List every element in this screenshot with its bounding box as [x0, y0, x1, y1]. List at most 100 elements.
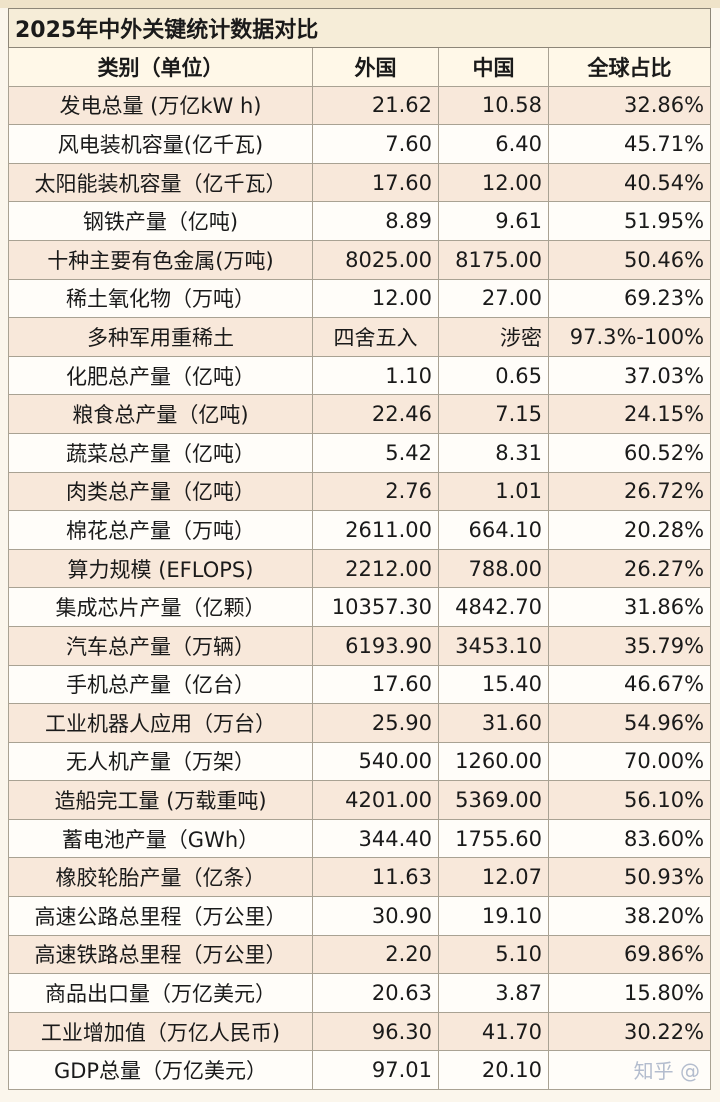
- category-cell: 化肥总产量（亿吨）: [8, 355, 313, 396]
- foreign-value-cell: 17.60: [312, 664, 439, 705]
- china-value-cell: 10.58: [438, 85, 549, 126]
- global-share-cell: 69.86%: [547, 934, 712, 975]
- global-share-cell: 32.86%: [547, 85, 712, 126]
- table-row: 造船完工量 (万载重吨) 4201.00 5369.00 56.10%: [8, 780, 712, 820]
- china-value-cell: 664.10: [438, 510, 549, 550]
- category-cell: 稀土氧化物（万吨）: [8, 278, 313, 319]
- foreign-value-cell: 97.01: [312, 1050, 439, 1091]
- category-cell: 棉花总产量（万吨）: [8, 510, 313, 550]
- header-foreign: 外国: [312, 47, 439, 87]
- global-share-cell: 38.20%: [547, 896, 712, 936]
- china-value-cell: 0.65: [438, 355, 549, 396]
- global-share-cell: 20.28%: [547, 510, 712, 550]
- table-row: 十种主要有色金属(万吨) 8025.00 8175.00 50.46%: [8, 239, 712, 280]
- table-row: 化肥总产量（亿吨） 1.10 0.65 37.03%: [8, 355, 712, 396]
- category-cell: 十种主要有色金属(万吨): [8, 239, 313, 280]
- global-share-cell: 69.23%: [547, 278, 712, 319]
- category-cell: 风电装机容量(亿千瓦): [8, 124, 313, 164]
- category-cell: 无人机产量（万架）: [8, 741, 313, 782]
- foreign-value-cell: 20.63: [312, 973, 439, 1013]
- foreign-value-cell: 540.00: [312, 741, 439, 782]
- table-row: 太阳能装机容量（亿千瓦） 17.60 12.00 40.54%: [8, 162, 712, 203]
- foreign-value-cell: 96.30: [312, 1011, 439, 1052]
- table-row: 集成芯片产量（亿颗） 10357.30 4842.70 31.86%: [8, 587, 712, 627]
- global-share-cell: 97.3%-100%: [547, 317, 712, 357]
- global-share-cell: 54.96%: [547, 703, 712, 743]
- global-share-cell: 24.15%: [547, 394, 712, 434]
- global-share-cell: [547, 1050, 712, 1091]
- category-cell: 汽车总产量（万辆）: [8, 625, 313, 666]
- china-value-cell: 8.31: [438, 432, 549, 473]
- global-share-cell: 50.93%: [547, 857, 712, 898]
- china-value-cell: 12.00: [438, 162, 549, 203]
- china-value-cell: 7.15: [438, 394, 549, 434]
- header-row: 类别（单位） 外国 中国 全球占比: [8, 47, 712, 87]
- category-cell: 发电总量 (万亿kW h): [8, 85, 313, 126]
- global-share-cell: 26.27%: [547, 548, 712, 589]
- category-cell: 手机总产量（亿台）: [8, 664, 313, 705]
- china-value-cell: 5.10: [438, 934, 549, 975]
- table-row: 汽车总产量（万辆） 6193.90 3453.10 35.79%: [8, 625, 712, 666]
- category-cell: 橡胶轮胎产量（亿条）: [8, 857, 313, 898]
- foreign-value-cell: 25.90: [312, 703, 439, 743]
- china-value-cell: 27.00: [438, 278, 549, 319]
- table-title: 2025年中外关键统计数据对比: [7, 8, 712, 48]
- china-value-cell: 15.40: [438, 664, 549, 705]
- category-cell: 多种军用重稀土: [8, 317, 313, 357]
- china-value-cell: 5369.00: [438, 780, 549, 820]
- table-row: 高速公路总里程（万公里） 30.90 19.10 38.20%: [8, 896, 712, 936]
- global-share-cell: 46.67%: [547, 664, 712, 705]
- china-value-cell: 1755.60: [438, 818, 549, 859]
- foreign-value-cell: 344.40: [312, 818, 439, 859]
- category-cell: 蔬菜总产量（亿吨）: [8, 432, 313, 473]
- table-row: 多种军用重稀土 四舍五入 涉密 97.3%-100%: [8, 317, 712, 357]
- table-row: 蔬菜总产量（亿吨） 5.42 8.31 60.52%: [8, 432, 712, 473]
- table-row: 棉花总产量（万吨） 2611.00 664.10 20.28%: [8, 510, 712, 550]
- global-share-cell: 60.52%: [547, 432, 712, 473]
- china-value-cell: 31.60: [438, 703, 549, 743]
- header-category: 类别（单位）: [8, 47, 313, 87]
- foreign-value-cell: 2611.00: [312, 510, 439, 550]
- header-global-share: 全球占比: [547, 47, 712, 87]
- table-row: 工业增加值（万亿人民币) 96.30 41.70 30.22%: [8, 1011, 712, 1052]
- watermark: 知乎 @: [633, 1059, 700, 1083]
- foreign-value-cell: 8.89: [312, 201, 439, 241]
- global-share-cell: 70.00%: [547, 741, 712, 782]
- global-share-cell: 45.71%: [547, 124, 712, 164]
- foreign-value-cell: 6193.90: [312, 625, 439, 666]
- category-cell: 工业增加值（万亿人民币): [8, 1011, 313, 1052]
- china-value-cell: 8175.00: [438, 239, 549, 280]
- foreign-value-cell: 10357.30: [312, 587, 439, 627]
- stats-table: 2025年中外关键统计数据对比 类别（单位） 外国 中国 全球占比 发电总量 (…: [7, 8, 712, 1091]
- china-value-cell: 涉密: [438, 317, 549, 357]
- global-share-cell: 26.72%: [547, 471, 712, 512]
- foreign-value-cell: 四舍五入: [312, 317, 439, 357]
- foreign-value-cell: 5.42: [312, 432, 439, 473]
- global-share-cell: 40.54%: [547, 162, 712, 203]
- category-cell: 粮食总产量（亿吨): [8, 394, 313, 434]
- china-value-cell: 788.00: [438, 548, 549, 589]
- foreign-value-cell: 4201.00: [312, 780, 439, 820]
- category-cell: 肉类总产量（亿吨）: [8, 471, 313, 512]
- table-row: 橡胶轮胎产量（亿条） 11.63 12.07 50.93%: [8, 857, 712, 898]
- table-row: 粮食总产量（亿吨) 22.46 7.15 24.15%: [8, 394, 712, 434]
- foreign-value-cell: 8025.00: [312, 239, 439, 280]
- table-row: GDP总量（万亿美元） 97.01 20.10: [8, 1050, 712, 1091]
- global-share-cell: 31.86%: [547, 587, 712, 627]
- china-value-cell: 3453.10: [438, 625, 549, 666]
- category-cell: GDP总量（万亿美元）: [8, 1050, 313, 1091]
- global-share-cell: 51.95%: [547, 201, 712, 241]
- china-value-cell: 41.70: [438, 1011, 549, 1052]
- category-cell: 钢铁产量（亿吨): [8, 201, 313, 241]
- table-row: 工业机器人应用（万台） 25.90 31.60 54.96%: [8, 703, 712, 743]
- foreign-value-cell: 12.00: [312, 278, 439, 319]
- global-share-cell: 83.60%: [547, 818, 712, 859]
- global-share-cell: 56.10%: [547, 780, 712, 820]
- foreign-value-cell: 11.63: [312, 857, 439, 898]
- table-row: 发电总量 (万亿kW h) 21.62 10.58 32.86%: [8, 85, 712, 126]
- table-row: 无人机产量（万架） 540.00 1260.00 70.00%: [8, 741, 712, 782]
- table-row: 算力规模 (EFLOPS) 2212.00 788.00 26.27%: [8, 548, 712, 589]
- category-cell: 高速铁路总里程（万公里）: [8, 934, 313, 975]
- table-row: 稀土氧化物（万吨） 12.00 27.00 69.23%: [8, 278, 712, 319]
